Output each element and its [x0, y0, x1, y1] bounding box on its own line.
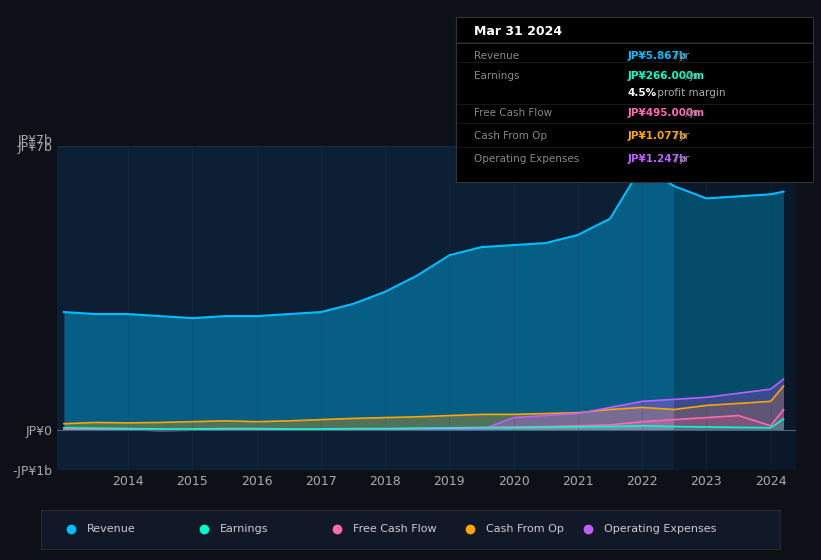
Text: JP¥1.247b: JP¥1.247b	[627, 154, 686, 164]
Text: Free Cash Flow: Free Cash Flow	[353, 524, 437, 534]
Text: Revenue: Revenue	[474, 52, 519, 62]
Text: /yr: /yr	[682, 108, 699, 118]
Text: Cash From Op: Cash From Op	[486, 524, 564, 534]
Bar	[674, 146, 796, 470]
Text: Operating Expenses: Operating Expenses	[604, 524, 717, 534]
Text: Free Cash Flow: Free Cash Flow	[474, 108, 552, 118]
Text: /yr: /yr	[672, 154, 690, 164]
Text: JP¥266.000m: JP¥266.000m	[627, 71, 704, 81]
Text: /yr: /yr	[672, 130, 690, 141]
Text: Cash From Op: Cash From Op	[474, 130, 547, 141]
Text: JP¥7b: JP¥7b	[18, 134, 53, 147]
Text: Earnings: Earnings	[220, 524, 268, 534]
Text: JP¥5.867b: JP¥5.867b	[627, 52, 686, 62]
Text: JP¥1.077b: JP¥1.077b	[627, 130, 686, 141]
Text: Earnings: Earnings	[474, 71, 519, 81]
Text: Operating Expenses: Operating Expenses	[474, 154, 579, 164]
Text: JP¥495.000m: JP¥495.000m	[627, 108, 704, 118]
Text: /yr: /yr	[682, 71, 699, 81]
Text: Revenue: Revenue	[87, 524, 135, 534]
Text: 4.5%: 4.5%	[627, 88, 656, 98]
Text: Mar 31 2024: Mar 31 2024	[474, 25, 562, 38]
Text: profit margin: profit margin	[654, 88, 726, 98]
Text: /yr: /yr	[672, 52, 690, 62]
